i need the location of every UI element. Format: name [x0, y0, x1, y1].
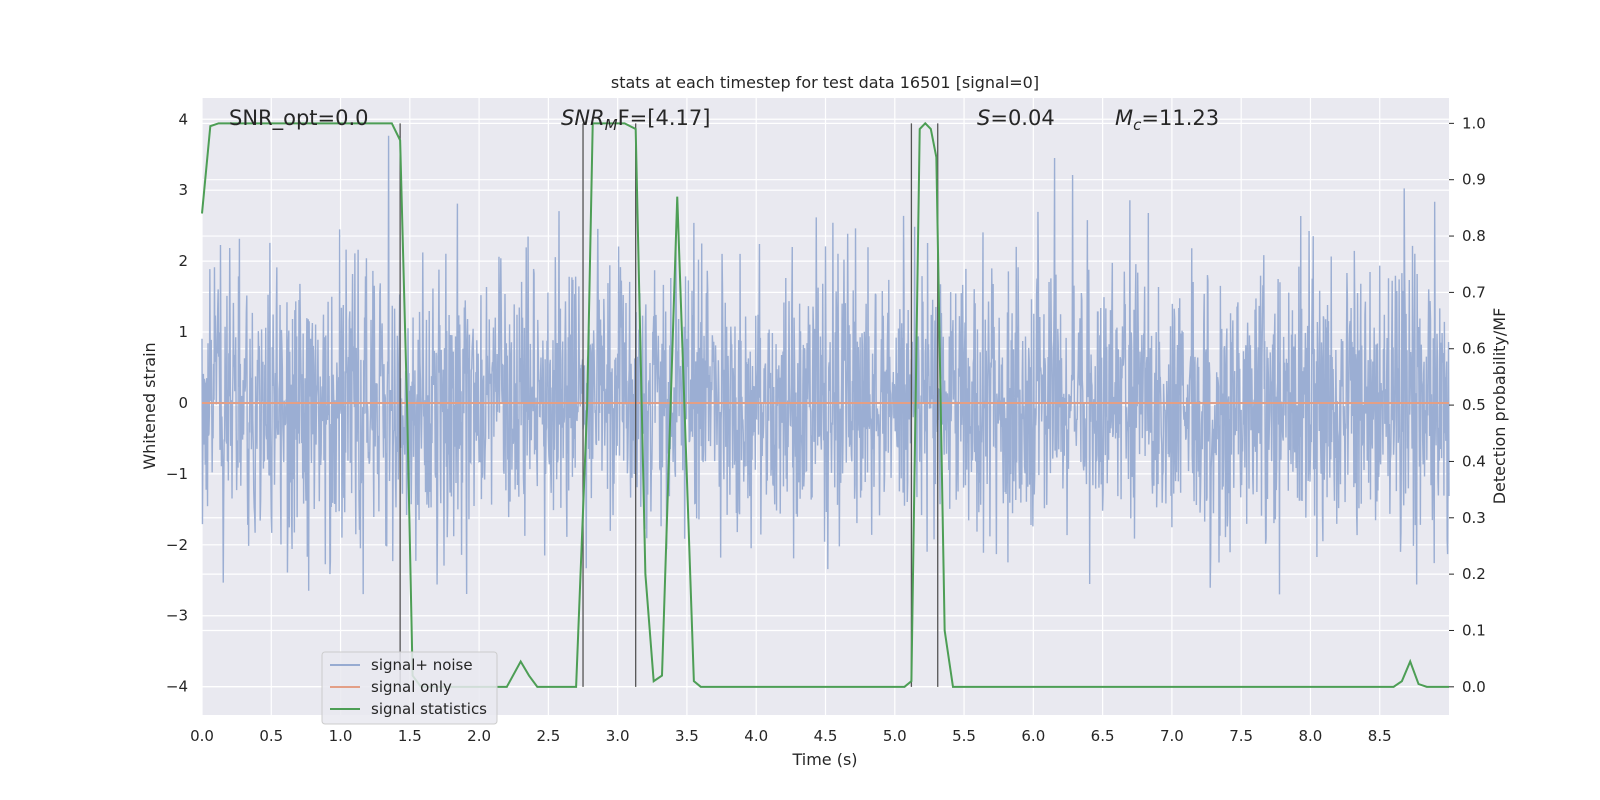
y2-tick-label: 0.1 — [1462, 621, 1486, 639]
y2-tick-label: 0.8 — [1462, 227, 1486, 245]
y-tick-label: −4 — [166, 678, 188, 696]
annotation-snr-mf-sub: M — [605, 116, 618, 134]
annotation-snr-mf: SNRMF=[4.17] — [561, 106, 710, 134]
x-tick-label: 6.5 — [1091, 727, 1115, 745]
x-tick-label: 5.0 — [883, 727, 907, 745]
annotation-mc-sub: c — [1133, 116, 1142, 134]
y-tick-label: 4 — [178, 110, 188, 128]
legend-box — [321, 651, 498, 725]
annotation-mc-value: =11.23 — [1141, 106, 1219, 130]
legend-label-signal-noise: signal+ noise — [371, 656, 473, 674]
annotation-s-value: =0.04 — [990, 106, 1054, 130]
x-tick-label: 0.5 — [259, 727, 283, 745]
signal-noise-line — [201, 135, 1450, 595]
annotation-mc-symbol: M — [1115, 106, 1133, 130]
y2-tick-label: 0.0 — [1462, 678, 1486, 696]
y2-tick-label: 0.2 — [1462, 565, 1486, 583]
annotation-s-symbol: S — [977, 106, 990, 130]
series-signal-noise — [201, 135, 1450, 595]
x-tick-label: 3.5 — [675, 727, 699, 745]
y2-tick-label: 1.0 — [1462, 114, 1486, 132]
y2-tick-label: 0.7 — [1462, 283, 1486, 301]
y-tick-label: 1 — [178, 323, 188, 341]
y-tick-label: −1 — [166, 465, 188, 483]
y-tick-label: 3 — [178, 181, 188, 199]
y2-tick-label: 0.4 — [1462, 452, 1486, 470]
y-axis-label: Whitened strain — [140, 342, 159, 469]
y2-axis-ticks: 1.0 0.9 0.8 0.7 0.6 0.5 0.4 0.3 0.2 0.1 0.0 — [1449, 114, 1486, 696]
x-tick-label: 3.0 — [606, 727, 630, 745]
chart-title: stats at each timestep for test data 165… — [611, 73, 1039, 92]
annotation-s: S=0.04 — [977, 106, 1055, 130]
y-tick-label: 2 — [178, 252, 188, 270]
x-axis-label: Time (s) — [791, 750, 857, 769]
x-tick-label: 1.5 — [398, 727, 422, 745]
x-tick-label: 4.0 — [744, 727, 768, 745]
y-tick-label: −3 — [166, 607, 188, 625]
y2-tick-label: 0.3 — [1462, 509, 1486, 527]
legend: signal+ noise signal only signal statist… — [321, 651, 498, 725]
x-tick-label: 7.0 — [1160, 727, 1184, 745]
x-tick-label: 8.5 — [1368, 727, 1392, 745]
x-tick-label: 1.0 — [329, 727, 353, 745]
annotation-snr-opt: SNR_opt=0.0 — [229, 106, 369, 131]
x-tick-label: 7.5 — [1229, 727, 1253, 745]
x-tick-label: 2.5 — [536, 727, 560, 745]
x-tick-label: 4.5 — [814, 727, 838, 745]
x-tick-label: 2.0 — [467, 727, 491, 745]
y-axis-ticks: 4 3 2 1 0 −1 −2 −3 −4 — [166, 110, 188, 695]
x-tick-label: 6.0 — [1021, 727, 1045, 745]
legend-label-signal-statistics: signal statistics — [371, 700, 487, 718]
y-tick-label: −2 — [166, 536, 188, 554]
y-tick-label: 0 — [178, 394, 188, 412]
annotation-snr-mf-base: SNR — [561, 106, 605, 130]
x-tick-label: 8.0 — [1299, 727, 1323, 745]
legend-label-signal-only: signal only — [371, 678, 452, 696]
x-tick-label: 5.5 — [952, 727, 976, 745]
annotation-mc: Mc=11.23 — [1115, 106, 1219, 134]
x-tick-label: 0.0 — [190, 727, 214, 745]
y2-tick-label: 0.6 — [1462, 340, 1486, 358]
y2-axis-label: Detection probability/MF — [1490, 308, 1509, 505]
annotation-snr-mf-rest: F=[4.17] — [618, 106, 711, 130]
y2-tick-label: 0.5 — [1462, 396, 1486, 414]
y2-tick-label: 0.9 — [1462, 171, 1486, 189]
x-axis-ticks: 0.0 0.5 1.0 1.5 2.0 2.5 3.0 3.5 4.0 4.5 5.0 5.5 6.0 6… — [190, 727, 1392, 745]
